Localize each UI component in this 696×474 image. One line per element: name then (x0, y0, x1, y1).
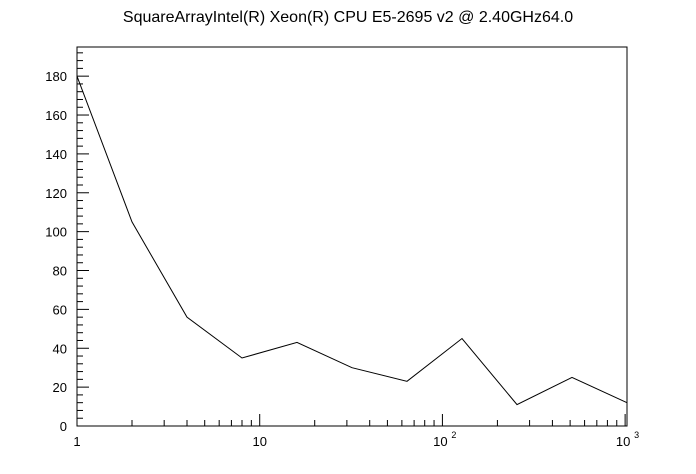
series-layer (76, 75, 628, 406)
y-tick-label: 60 (53, 302, 67, 317)
y-axis: 0 20 40 60 80 100 120 140 160 180 (45, 52, 89, 434)
x-tick-label-text: 10 (252, 434, 266, 449)
y-tick-label: 180 (45, 69, 67, 84)
x-axis: 1 10 10 2 10 3 (73, 414, 639, 449)
y-tick-label: 40 (53, 341, 67, 356)
x-tick-label: 10 (252, 434, 266, 449)
plot-frame (76, 46, 628, 427)
y-tick-label: 160 (45, 108, 67, 123)
x-tick-label-exponent: 2 (451, 430, 456, 440)
y-tick-label: 100 (45, 225, 67, 240)
y-tick-label: 0 (60, 419, 67, 434)
y-tick-label: 80 (53, 264, 67, 279)
x-tick-label: 10 2 (433, 430, 456, 449)
series-line (76, 75, 628, 406)
x-tick-label-text: 1 (73, 434, 80, 449)
y-tick-label: 120 (45, 186, 67, 201)
y-tick-label: 140 (45, 147, 67, 162)
x-tick-label: 10 3 (616, 430, 639, 449)
x-tick-label-exponent: 3 (634, 430, 639, 440)
y-tick-label: 20 (53, 380, 67, 395)
x-tick-label-base: 10 (433, 434, 447, 449)
x-tick-label: 1 (73, 434, 80, 449)
x-tick-label-base: 10 (616, 434, 630, 449)
chart-title: SquareArrayIntel(R) Xeon(R) CPU E5-2695 … (123, 9, 573, 26)
